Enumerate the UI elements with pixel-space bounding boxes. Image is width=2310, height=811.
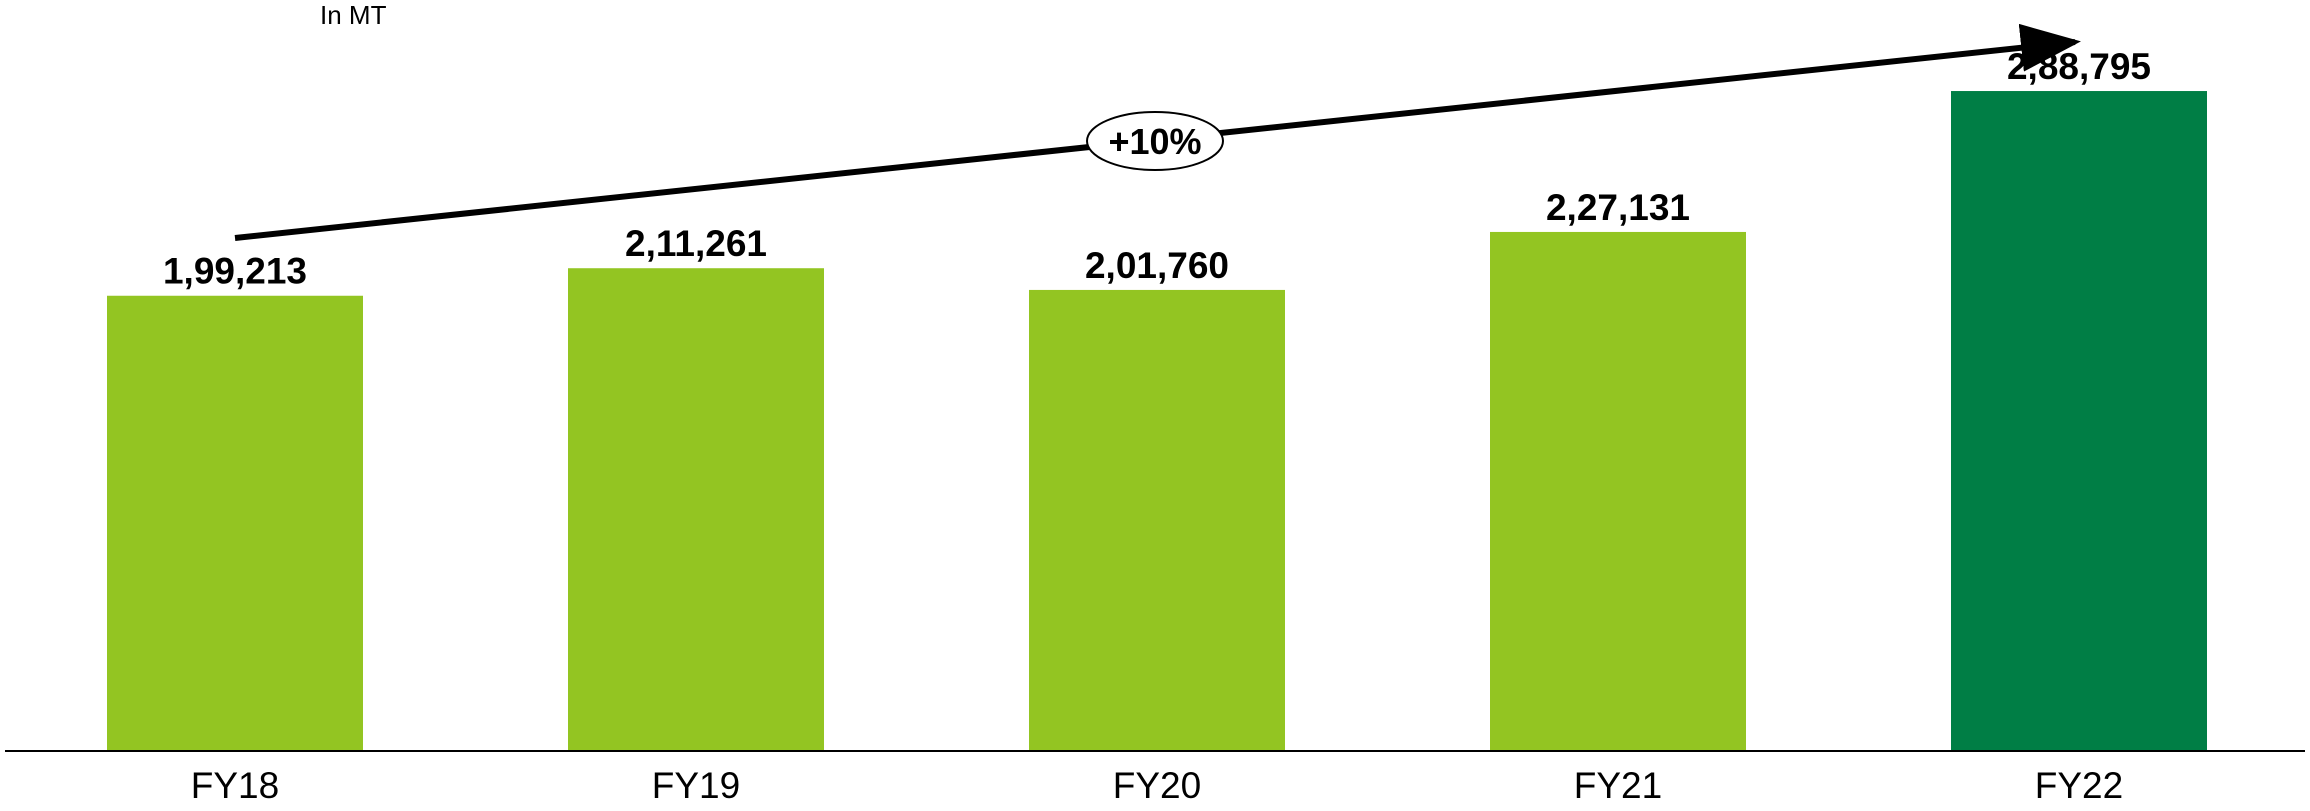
category-label-fy22: FY22	[2035, 765, 2123, 806]
bar-fy18	[107, 295, 363, 751]
value-label-fy19: 2,11,261	[625, 223, 767, 264]
cagr-ellipse	[1086, 111, 1224, 171]
bar-fy20	[1029, 289, 1285, 751]
bar-fy19	[568, 268, 824, 751]
cagr-label: +10%	[1108, 121, 1201, 162]
category-label-fy21: FY21	[1574, 765, 1662, 806]
value-label-fy18: 1,99,213	[163, 251, 307, 292]
category-label-fy19: FY19	[652, 765, 740, 806]
value-label-fy21: 2,27,131	[1546, 187, 1690, 228]
bar-fy22	[1951, 91, 2207, 751]
cagr-annotation: +10%	[234, 23, 2081, 241]
bars-layer: 1,99,213 FY18 2,11,261 FY19 2,01,760 FY20 2,27…	[107, 46, 2207, 806]
bar-fy21	[1490, 231, 1746, 751]
value-label-fy22: 2,88,795	[2007, 46, 2151, 87]
value-label-fy20: 2,01,760	[1085, 245, 1229, 286]
category-label-fy20: FY20	[1113, 765, 1201, 806]
category-label-fy18: FY18	[191, 765, 279, 806]
unit-label: In MT	[320, 0, 387, 30]
